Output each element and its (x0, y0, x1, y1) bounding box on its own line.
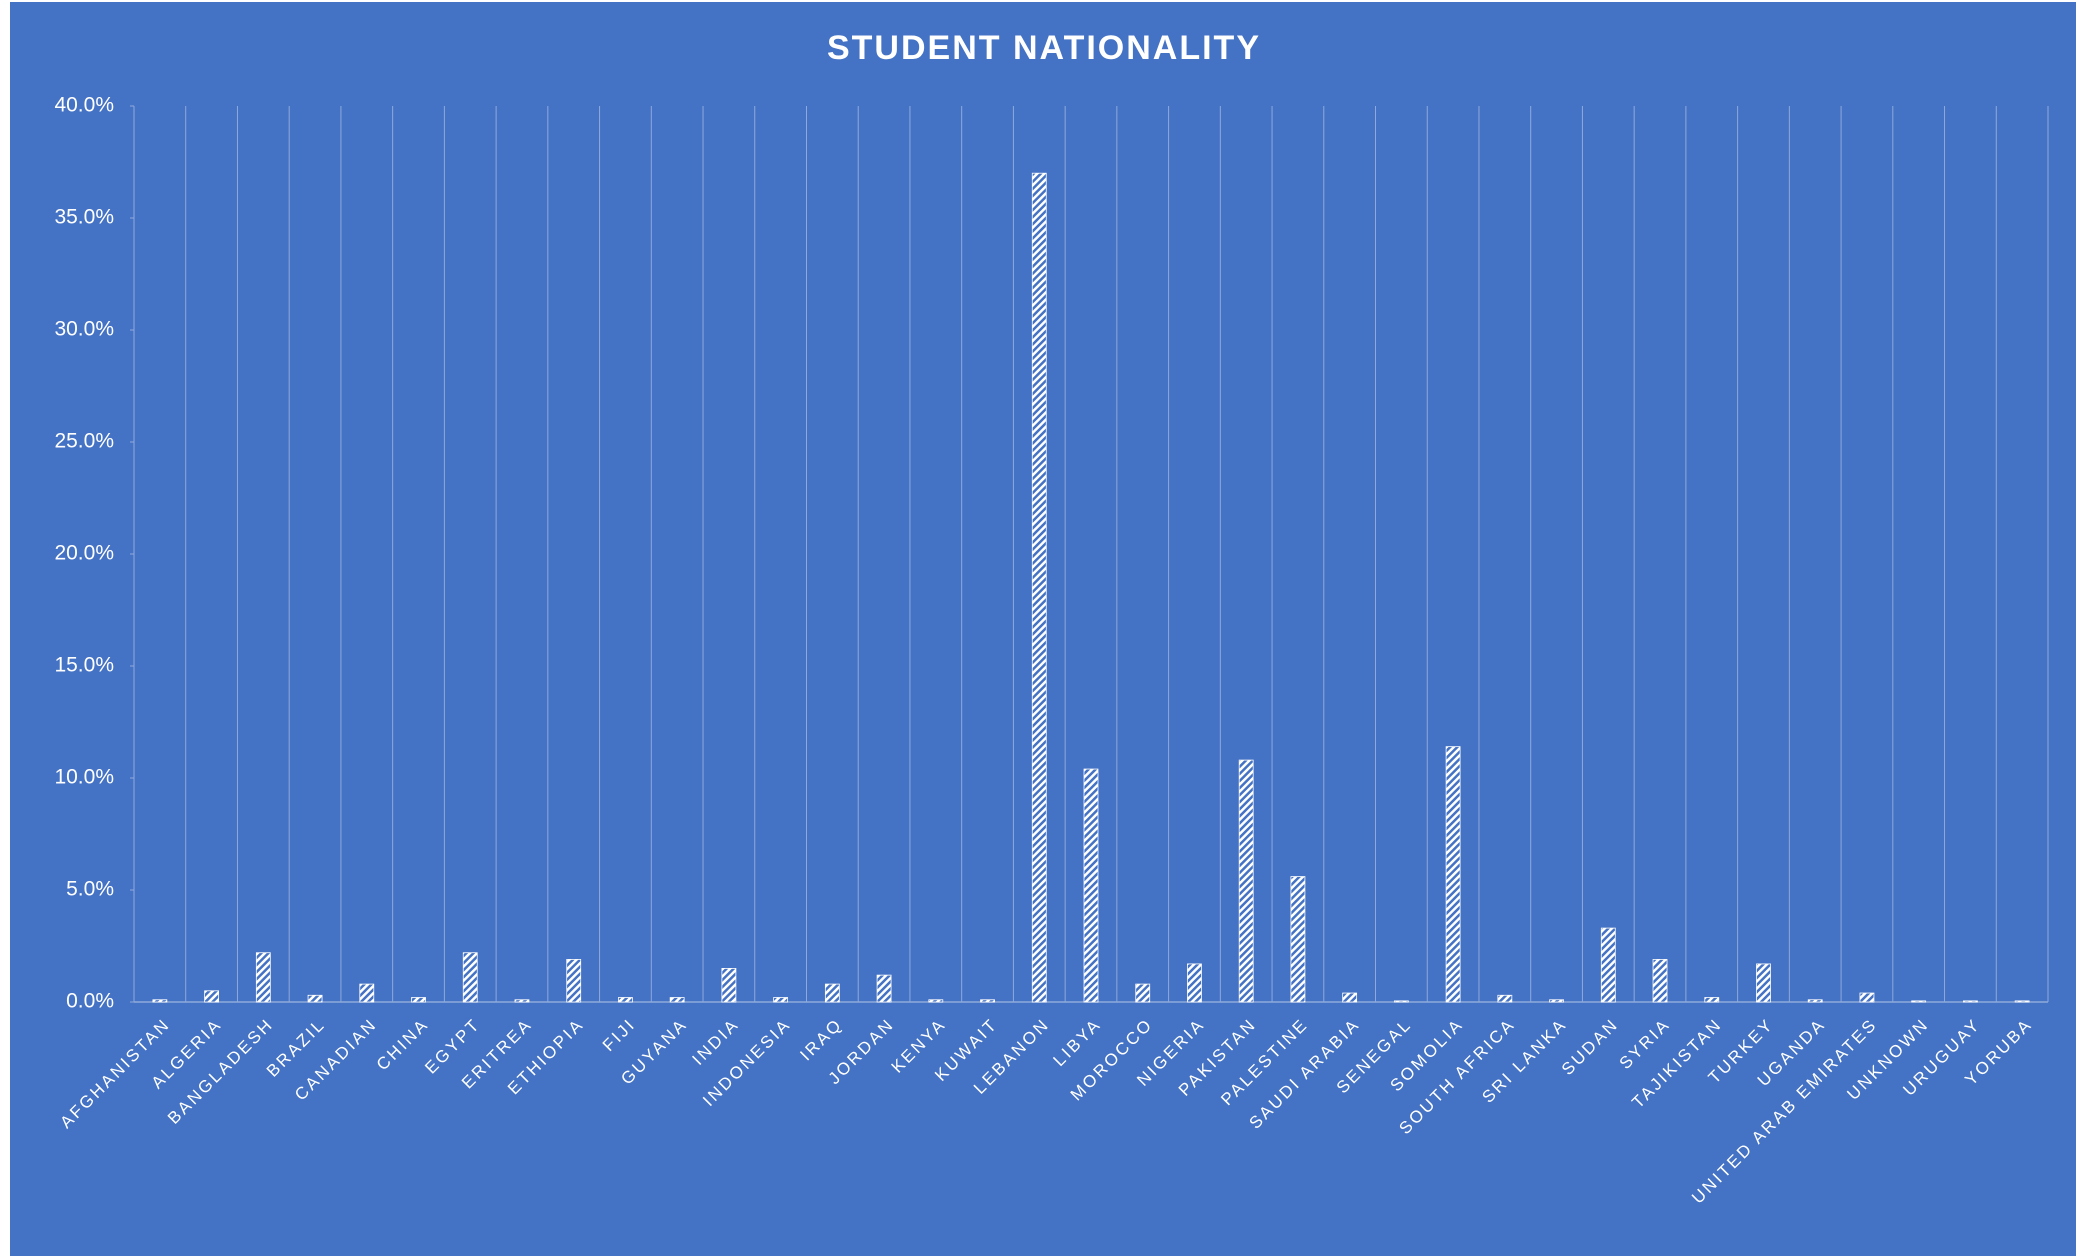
bar (566, 959, 582, 1003)
bar (1238, 759, 1254, 1003)
bar (462, 952, 478, 1003)
bar (1600, 927, 1616, 1003)
bar (1963, 1000, 1978, 1003)
bar (669, 997, 685, 1003)
bar (1497, 994, 1513, 1003)
bar (255, 952, 271, 1003)
bar (307, 994, 323, 1003)
bar (618, 997, 633, 1003)
bar (514, 999, 530, 1003)
bar (204, 990, 219, 1003)
chart-title: STUDENT NATIONALITY (827, 29, 1261, 67)
bar (1342, 992, 1358, 1003)
bar (1652, 959, 1668, 1003)
bar (980, 999, 995, 1003)
bar (1290, 876, 1306, 1003)
bar (824, 983, 840, 1003)
y-tick-label: 5.0% (66, 878, 114, 901)
bar (1083, 768, 1099, 1003)
bar (2014, 1000, 2030, 1003)
bar (411, 997, 426, 1003)
y-tick-label: 30.0% (54, 318, 114, 341)
bar (876, 974, 892, 1003)
y-tick-label: 10.0% (54, 766, 114, 789)
y-tick-label: 0.0% (66, 990, 114, 1013)
bar (1911, 1000, 1927, 1003)
bar (1445, 746, 1461, 1003)
bar (721, 968, 737, 1003)
bar (1031, 172, 1047, 1003)
bar (1859, 992, 1875, 1003)
y-tick-label: 40.0% (54, 94, 114, 117)
bar (1393, 1000, 1409, 1003)
y-tick-label: 35.0% (54, 206, 114, 229)
bar (1807, 999, 1823, 1003)
y-tick-label: 25.0% (54, 430, 114, 453)
bar (152, 999, 168, 1003)
bar (1135, 983, 1151, 1003)
y-tick-label: 20.0% (54, 542, 114, 565)
bar (928, 999, 944, 1003)
y-tick-label: 15.0% (54, 654, 114, 677)
bar (1549, 999, 1564, 1003)
bar (773, 997, 789, 1003)
bar (1187, 963, 1202, 1003)
bar (359, 983, 375, 1003)
bar (1756, 963, 1771, 1003)
bar (1704, 997, 1720, 1003)
